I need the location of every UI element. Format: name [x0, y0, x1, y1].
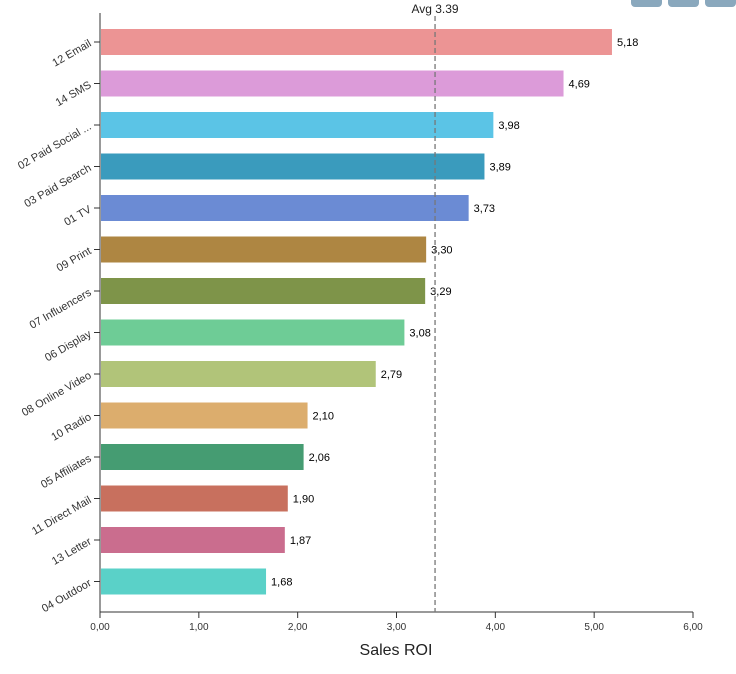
bar: [101, 402, 308, 429]
data-label: 3,98: [498, 120, 519, 132]
download-button[interactable]: [631, 0, 662, 7]
bar: [101, 278, 426, 304]
menu-button[interactable]: [705, 0, 736, 7]
data-label: 3,73: [474, 203, 495, 215]
y-tick-label: 03 Paid Search: [22, 162, 93, 210]
data-label: 5,18: [617, 37, 638, 49]
bar: [101, 195, 469, 221]
data-label: 3,29: [430, 286, 451, 298]
bar: [101, 70, 564, 97]
x-tick-label: 0,00: [90, 622, 110, 633]
data-label: 1,90: [293, 494, 314, 506]
bar: [101, 527, 285, 553]
y-tick-label: 08 Online Video: [20, 370, 94, 419]
x-tick-label: 5,00: [584, 622, 604, 633]
x-tick-label: 2,00: [288, 622, 308, 633]
y-tick-label: 04 Outdoor: [40, 577, 94, 615]
data-label: 3,89: [489, 162, 510, 174]
x-axis-title: Sales ROI: [360, 642, 433, 659]
data-label: 3,30: [431, 245, 452, 257]
y-tick-label: 10 Radio: [49, 411, 93, 443]
bar: [101, 29, 612, 55]
x-tick-label: 6,00: [683, 622, 703, 633]
bar: [101, 444, 304, 470]
data-label: 2,06: [309, 452, 330, 464]
y-tick-label: 12 Email: [50, 38, 93, 70]
data-label: 2,79: [381, 369, 402, 381]
y-tick-label: 11 Direct Mail: [30, 494, 94, 538]
bar: [101, 112, 494, 138]
data-label: 1,68: [271, 577, 292, 589]
data-label: 3,08: [409, 328, 430, 340]
bar: [101, 236, 427, 263]
x-tick-label: 4,00: [486, 622, 506, 633]
bar: [101, 485, 288, 512]
bar: [101, 153, 485, 180]
y-tick-label: 09 Print: [55, 245, 94, 274]
y-tick-label: 01 TV: [62, 203, 94, 228]
data-label: 1,87: [290, 535, 311, 547]
bar: [101, 361, 376, 387]
bar: [101, 319, 405, 346]
y-tick-label: 06 Display: [43, 328, 94, 364]
y-tick-label: 13 Letter: [50, 536, 94, 568]
zoom-button[interactable]: [668, 0, 699, 7]
y-tick-label: 05 Affiliates: [39, 452, 94, 491]
average-label: Avg 3.39: [411, 2, 458, 16]
data-label: 2,10: [313, 411, 334, 423]
x-tick-label: 1,00: [189, 622, 209, 633]
x-tick-label: 3,00: [387, 622, 407, 633]
y-tick-label: 14 SMS: [54, 79, 94, 109]
bar: [101, 568, 267, 595]
y-tick-label: 07 Influencers: [28, 286, 94, 331]
data-label: 4,69: [569, 79, 590, 91]
